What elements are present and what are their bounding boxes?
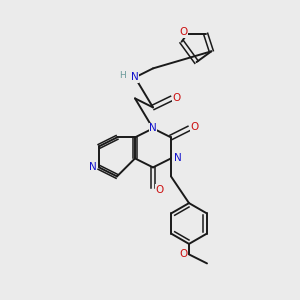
Text: O: O: [190, 122, 199, 132]
Text: O: O: [155, 185, 164, 195]
Text: H: H: [119, 70, 126, 80]
Text: N: N: [88, 162, 96, 172]
Text: N: N: [174, 153, 182, 164]
Text: O: O: [180, 27, 188, 38]
Text: O: O: [179, 249, 188, 260]
Text: N: N: [149, 123, 157, 134]
Text: N: N: [131, 72, 139, 82]
Text: O: O: [173, 93, 181, 103]
